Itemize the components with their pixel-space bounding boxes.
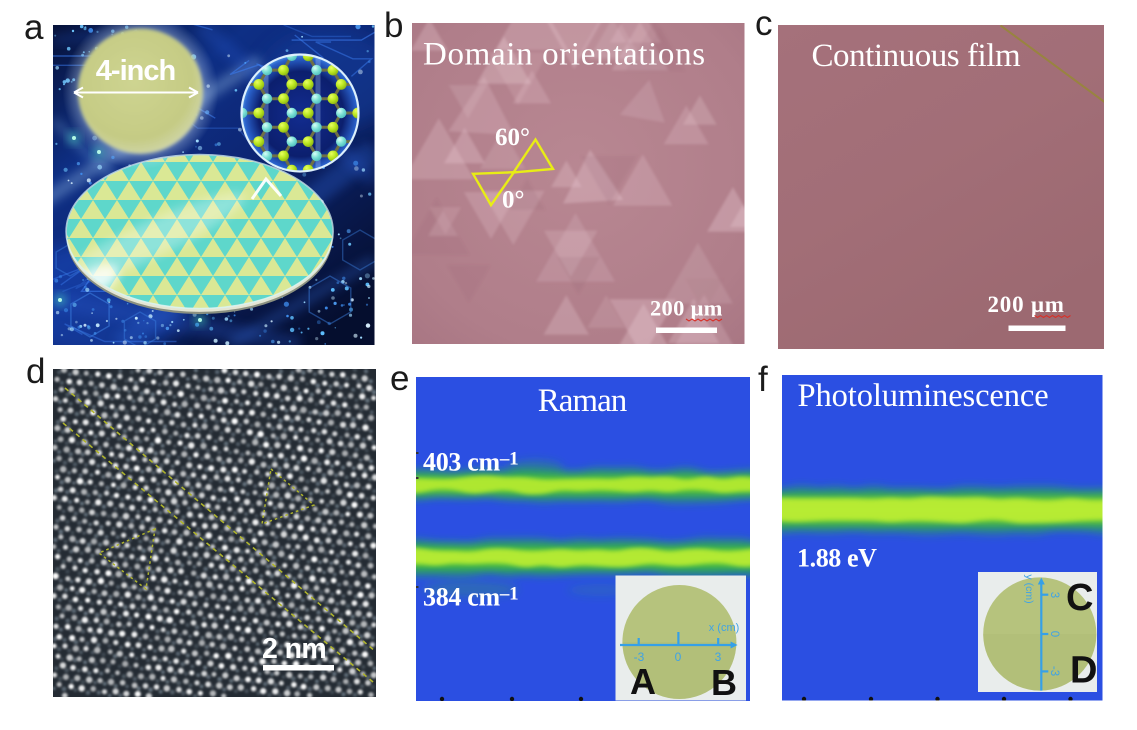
svg-text:Photoluminescence: Photoluminescence bbox=[798, 378, 1049, 414]
svg-text:x (cm): x (cm) bbox=[709, 622, 740, 634]
svg-text:3: 3 bbox=[1048, 592, 1060, 598]
svg-text:1.88 eV: 1.88 eV bbox=[797, 544, 877, 573]
svg-text:Domain orientations: Domain orientations bbox=[423, 36, 706, 72]
svg-text:0: 0 bbox=[675, 650, 682, 664]
svg-text:3: 3 bbox=[715, 650, 722, 664]
svg-text:200 μm: 200 μm bbox=[650, 295, 723, 320]
svg-text:y (cm): y (cm) bbox=[1023, 574, 1035, 603]
svg-text:0°: 0° bbox=[502, 186, 525, 213]
svg-text:C: C bbox=[1066, 577, 1093, 619]
svg-text:60°: 60° bbox=[495, 124, 530, 151]
svg-text:Continuous film: Continuous film bbox=[811, 38, 1020, 74]
svg-text:A: A bbox=[630, 661, 656, 701]
svg-text:0: 0 bbox=[1048, 631, 1060, 637]
svg-text:200 μm: 200 μm bbox=[987, 292, 1064, 317]
svg-text:-3: -3 bbox=[1048, 666, 1060, 676]
svg-text:4-inch: 4-inch bbox=[96, 55, 175, 87]
svg-text:2 nm: 2 nm bbox=[262, 633, 326, 665]
svg-text:-3: -3 bbox=[634, 650, 645, 664]
svg-text:D: D bbox=[1070, 650, 1097, 692]
svg-text:B: B bbox=[711, 662, 737, 701]
svg-text:Raman: Raman bbox=[538, 383, 627, 419]
